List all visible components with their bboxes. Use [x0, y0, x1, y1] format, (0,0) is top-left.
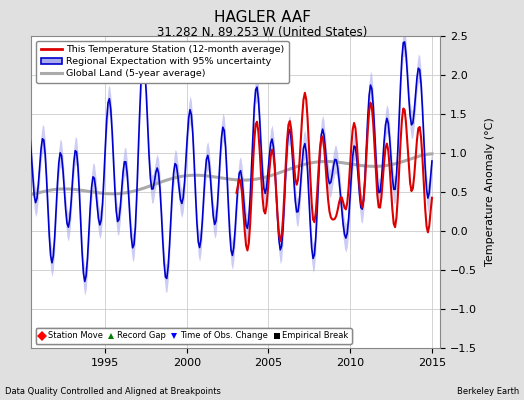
Text: Berkeley Earth: Berkeley Earth — [456, 387, 519, 396]
Legend: Station Move, Record Gap, Time of Obs. Change, Empirical Break: Station Move, Record Gap, Time of Obs. C… — [36, 328, 352, 344]
Y-axis label: Temperature Anomaly (°C): Temperature Anomaly (°C) — [485, 118, 495, 266]
Text: Data Quality Controlled and Aligned at Breakpoints: Data Quality Controlled and Aligned at B… — [5, 387, 221, 396]
Text: 31.282 N, 89.253 W (United States): 31.282 N, 89.253 W (United States) — [157, 26, 367, 39]
Text: HAGLER AAF: HAGLER AAF — [213, 10, 311, 25]
